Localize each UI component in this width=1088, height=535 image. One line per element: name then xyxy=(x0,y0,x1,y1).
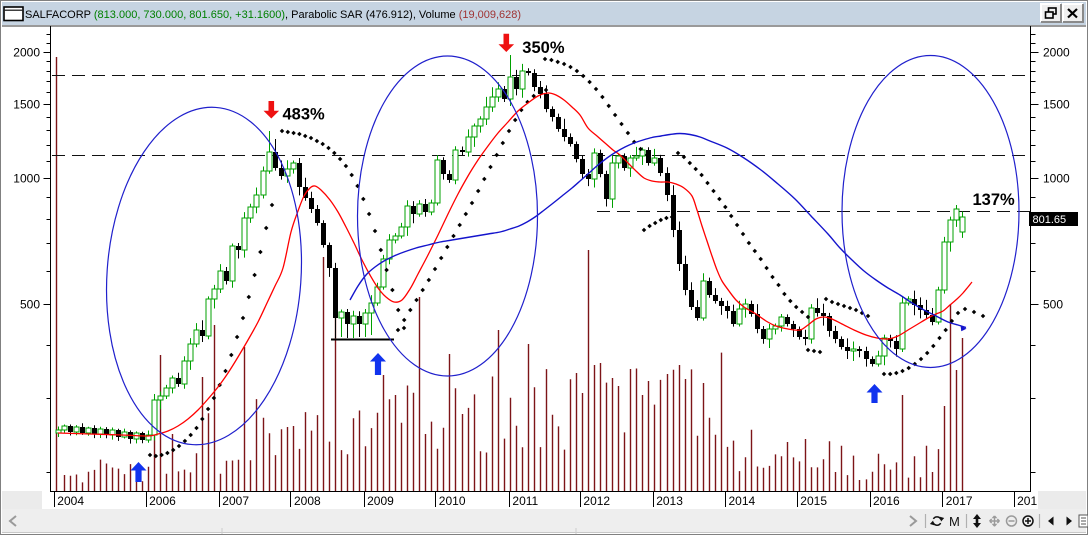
svg-text:2007: 2007 xyxy=(222,494,249,508)
svg-text:2016: 2016 xyxy=(873,494,900,508)
svg-text:2012: 2012 xyxy=(583,494,610,508)
svg-text:2010: 2010 xyxy=(439,494,466,508)
svg-text:201: 201 xyxy=(1017,494,1037,508)
svg-text:2015: 2015 xyxy=(800,494,827,508)
svg-text:2008: 2008 xyxy=(294,494,321,508)
svg-text:483%: 483% xyxy=(283,106,326,124)
svg-text:2004: 2004 xyxy=(57,494,84,508)
svg-text:500: 500 xyxy=(1043,298,1063,312)
svg-text:2017: 2017 xyxy=(946,494,973,508)
svg-text:137%: 137% xyxy=(973,191,1016,209)
svg-text:350%: 350% xyxy=(522,39,565,57)
svg-text:2000: 2000 xyxy=(13,46,40,60)
svg-text:1500: 1500 xyxy=(1043,98,1070,112)
svg-text:1000: 1000 xyxy=(13,172,40,186)
svg-text:500: 500 xyxy=(20,298,40,312)
svg-text:M: M xyxy=(949,514,960,529)
svg-text:2009: 2009 xyxy=(367,494,394,508)
svg-text:1500: 1500 xyxy=(13,98,40,112)
svg-text:2013: 2013 xyxy=(656,494,683,508)
svg-text:2000: 2000 xyxy=(1043,46,1070,60)
svg-text:SALFACORP (813.000, 730.000, 8: SALFACORP (813.000, 730.000, 801.650, +3… xyxy=(25,9,521,21)
svg-text:2014: 2014 xyxy=(729,494,756,508)
svg-text:1000: 1000 xyxy=(1043,172,1070,186)
svg-text:2006: 2006 xyxy=(149,494,176,508)
svg-text:801.65: 801.65 xyxy=(1033,214,1067,226)
svg-text:2011: 2011 xyxy=(512,494,538,508)
